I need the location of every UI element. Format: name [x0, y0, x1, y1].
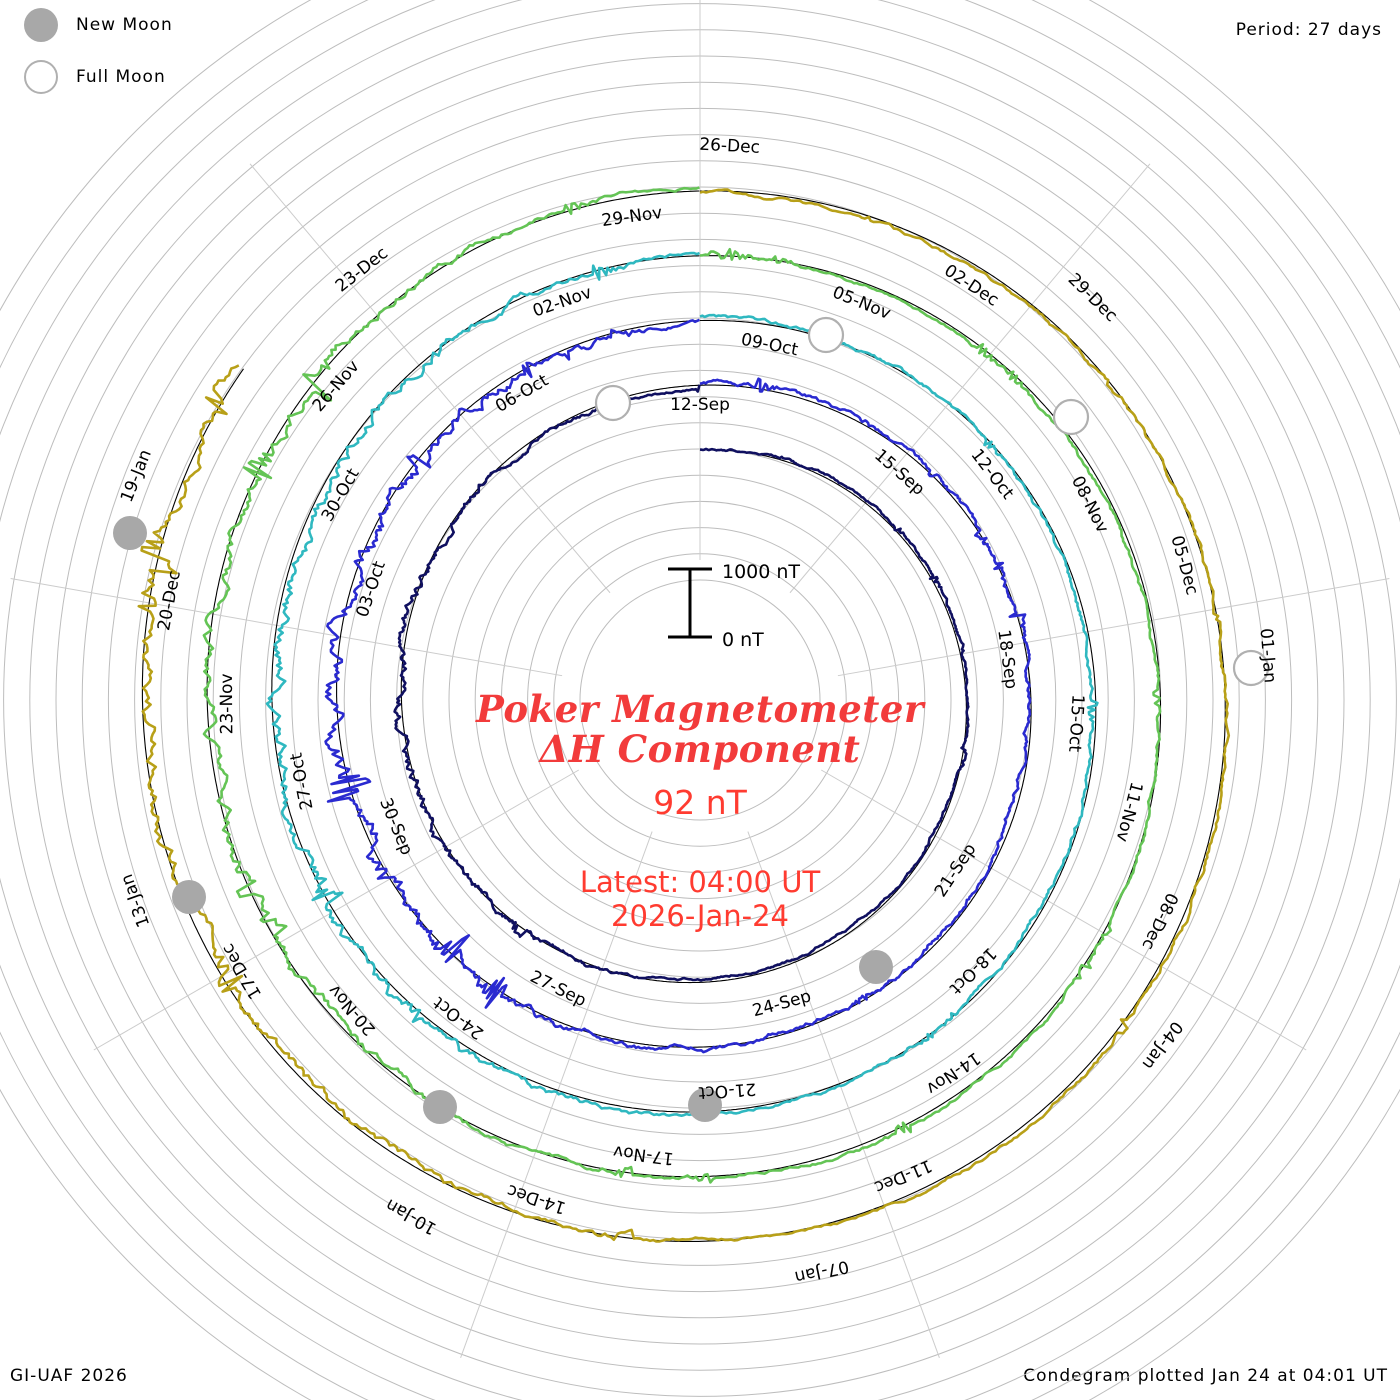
date-label: 24-Oct [430, 992, 488, 1043]
legend-label-new-moon: New Moon [76, 15, 173, 35]
legend-item-new-moon: New Moon [24, 8, 173, 42]
date-label: 15-Sep [870, 445, 928, 499]
date-label: 11-Dec [871, 1155, 935, 1197]
date-label: 19-Jan [117, 447, 156, 505]
baseline-spirals [141, 190, 1226, 1242]
moon-marker-new [859, 950, 893, 984]
date-label: 15-Oct [1064, 694, 1088, 753]
scalebar-bottom-label: 0 nT [722, 629, 764, 651]
date-label: 27-Sep [527, 967, 589, 1011]
data-traces [137, 186, 1231, 1243]
date-label: 30-Oct [318, 465, 364, 525]
date-label: 27-Oct [286, 751, 317, 812]
moon-marker-full [1052, 398, 1090, 436]
date-label: 23-Nov [217, 673, 238, 734]
period-text: Period: 27 days [1235, 20, 1382, 40]
date-label: 20-Nov [325, 980, 380, 1039]
date-label: 12-Sep [670, 395, 730, 415]
date-label: 07-Jan [793, 1256, 851, 1287]
moon-marker-new [688, 1088, 722, 1122]
moon-marker-full [807, 316, 845, 354]
date-label: 23-Dec [332, 243, 392, 296]
date-label: 18-Sep [993, 628, 1021, 690]
date-label: 29-Nov [600, 203, 663, 231]
radial-gridlines [10, 0, 1390, 1358]
date-label: 10-Jan [382, 1194, 440, 1238]
plotted-timestamp: Condegram plotted Jan 24 at 04:01 UT [1023, 1366, 1388, 1386]
date-label: 26-Dec [699, 135, 761, 158]
legend-label-full-moon: Full Moon [76, 67, 166, 87]
date-label: 18-Oct [945, 943, 1000, 998]
moon-marker-full [594, 384, 632, 422]
moon-marker-full [1232, 649, 1270, 687]
moon-marker-new [172, 880, 206, 914]
date-label: 05-Dec [1166, 533, 1201, 597]
legend-item-full-moon: Full Moon [24, 60, 166, 94]
moon-marker-new [423, 1090, 457, 1124]
date-label: 24-Sep [750, 986, 813, 1021]
new-moon-icon [24, 8, 58, 42]
scale-bar: 1000 nT 0 nT [668, 561, 800, 651]
moon-markers [113, 316, 1270, 1124]
date-label: 14-Nov [922, 1048, 984, 1099]
full-moon-icon [24, 60, 58, 94]
date-label: 21-Oct [698, 1078, 757, 1102]
moon-marker-new [113, 516, 147, 550]
date-label: 05-Nov [830, 282, 894, 323]
date-label: 17-Nov [612, 1141, 675, 1168]
scalebar-top-label: 1000 nT [722, 561, 800, 583]
date-label: 02-Dec [940, 261, 1002, 311]
credit-text: GI-UAF 2026 [10, 1366, 128, 1386]
date-label: 30-Sep [375, 795, 416, 858]
date-label: 09-Oct [739, 330, 800, 361]
date-label: 29-Dec [1064, 269, 1121, 326]
date-label: 20-Dec [154, 569, 185, 632]
date-label: 01-Jan [1256, 627, 1280, 683]
